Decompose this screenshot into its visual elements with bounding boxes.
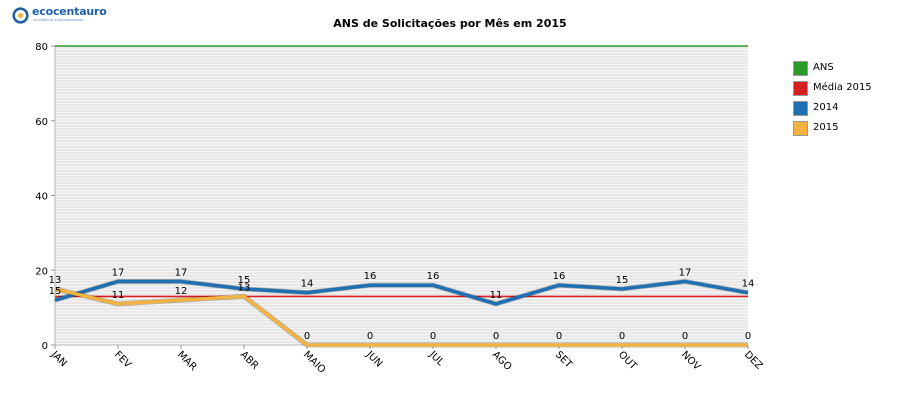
y-tick-label: 20 [35,266,48,277]
x-tick-label: ABR [238,349,260,371]
x-tick-label: AGO [490,349,514,373]
data-label-2014: 16 [427,271,440,282]
legend-swatch [793,121,808,136]
data-label-2015: 0 [367,331,373,342]
x-tick-label: MAR [175,349,199,373]
legend-swatch [793,101,808,116]
y-tick-label: 40 [35,192,48,203]
data-label-2015: 0 [493,331,499,342]
data-label-2014: 15 [49,286,62,297]
data-label-2014: 11 [490,290,503,301]
y-tick-label: 80 [35,42,48,53]
x-tick-label: OUT [616,349,639,372]
data-label-2015: 0 [745,331,751,342]
data-label-2014: 14 [301,279,314,290]
data-label-2015: 11 [112,290,125,301]
data-label-2014: 17 [112,267,125,278]
data-label-2014: 16 [553,271,566,282]
y-tick-label: 0 [42,341,48,352]
legend-swatch [793,61,808,76]
x-tick-label: JUL [426,349,446,369]
legend-swatch [793,81,808,96]
legend-label: ANS [813,62,834,73]
x-tick-label: FEV [112,349,133,370]
x-tick-label: JAN [48,349,69,370]
data-label-2015: 0 [682,331,688,342]
data-label-2014: 17 [679,267,692,278]
data-label-2015: 13 [238,282,251,293]
data-label-2015: 0 [556,331,562,342]
legend-label: 2015 [813,122,838,133]
y-tick-label: 60 [35,117,48,128]
x-tick-label: SET [553,349,575,371]
data-label-2015: 0 [304,331,310,342]
x-tick-label: JUN [363,349,384,370]
data-label-2015: 0 [430,331,436,342]
x-tick-label: DEZ [742,349,765,372]
data-label-2015: 13 [49,275,62,286]
data-label-2015: 0 [619,331,625,342]
x-tick-label: MAIO [301,349,327,375]
x-tick-label: NOV [679,349,702,372]
data-label-2015: 12 [175,286,188,297]
data-label-2014: 15 [616,275,629,286]
legend-label: Média 2015 [813,82,872,93]
data-label-2014: 17 [175,267,188,278]
data-label-2014: 14 [742,279,755,290]
legend-label: 2014 [813,102,838,113]
data-label-2014: 16 [364,271,377,282]
